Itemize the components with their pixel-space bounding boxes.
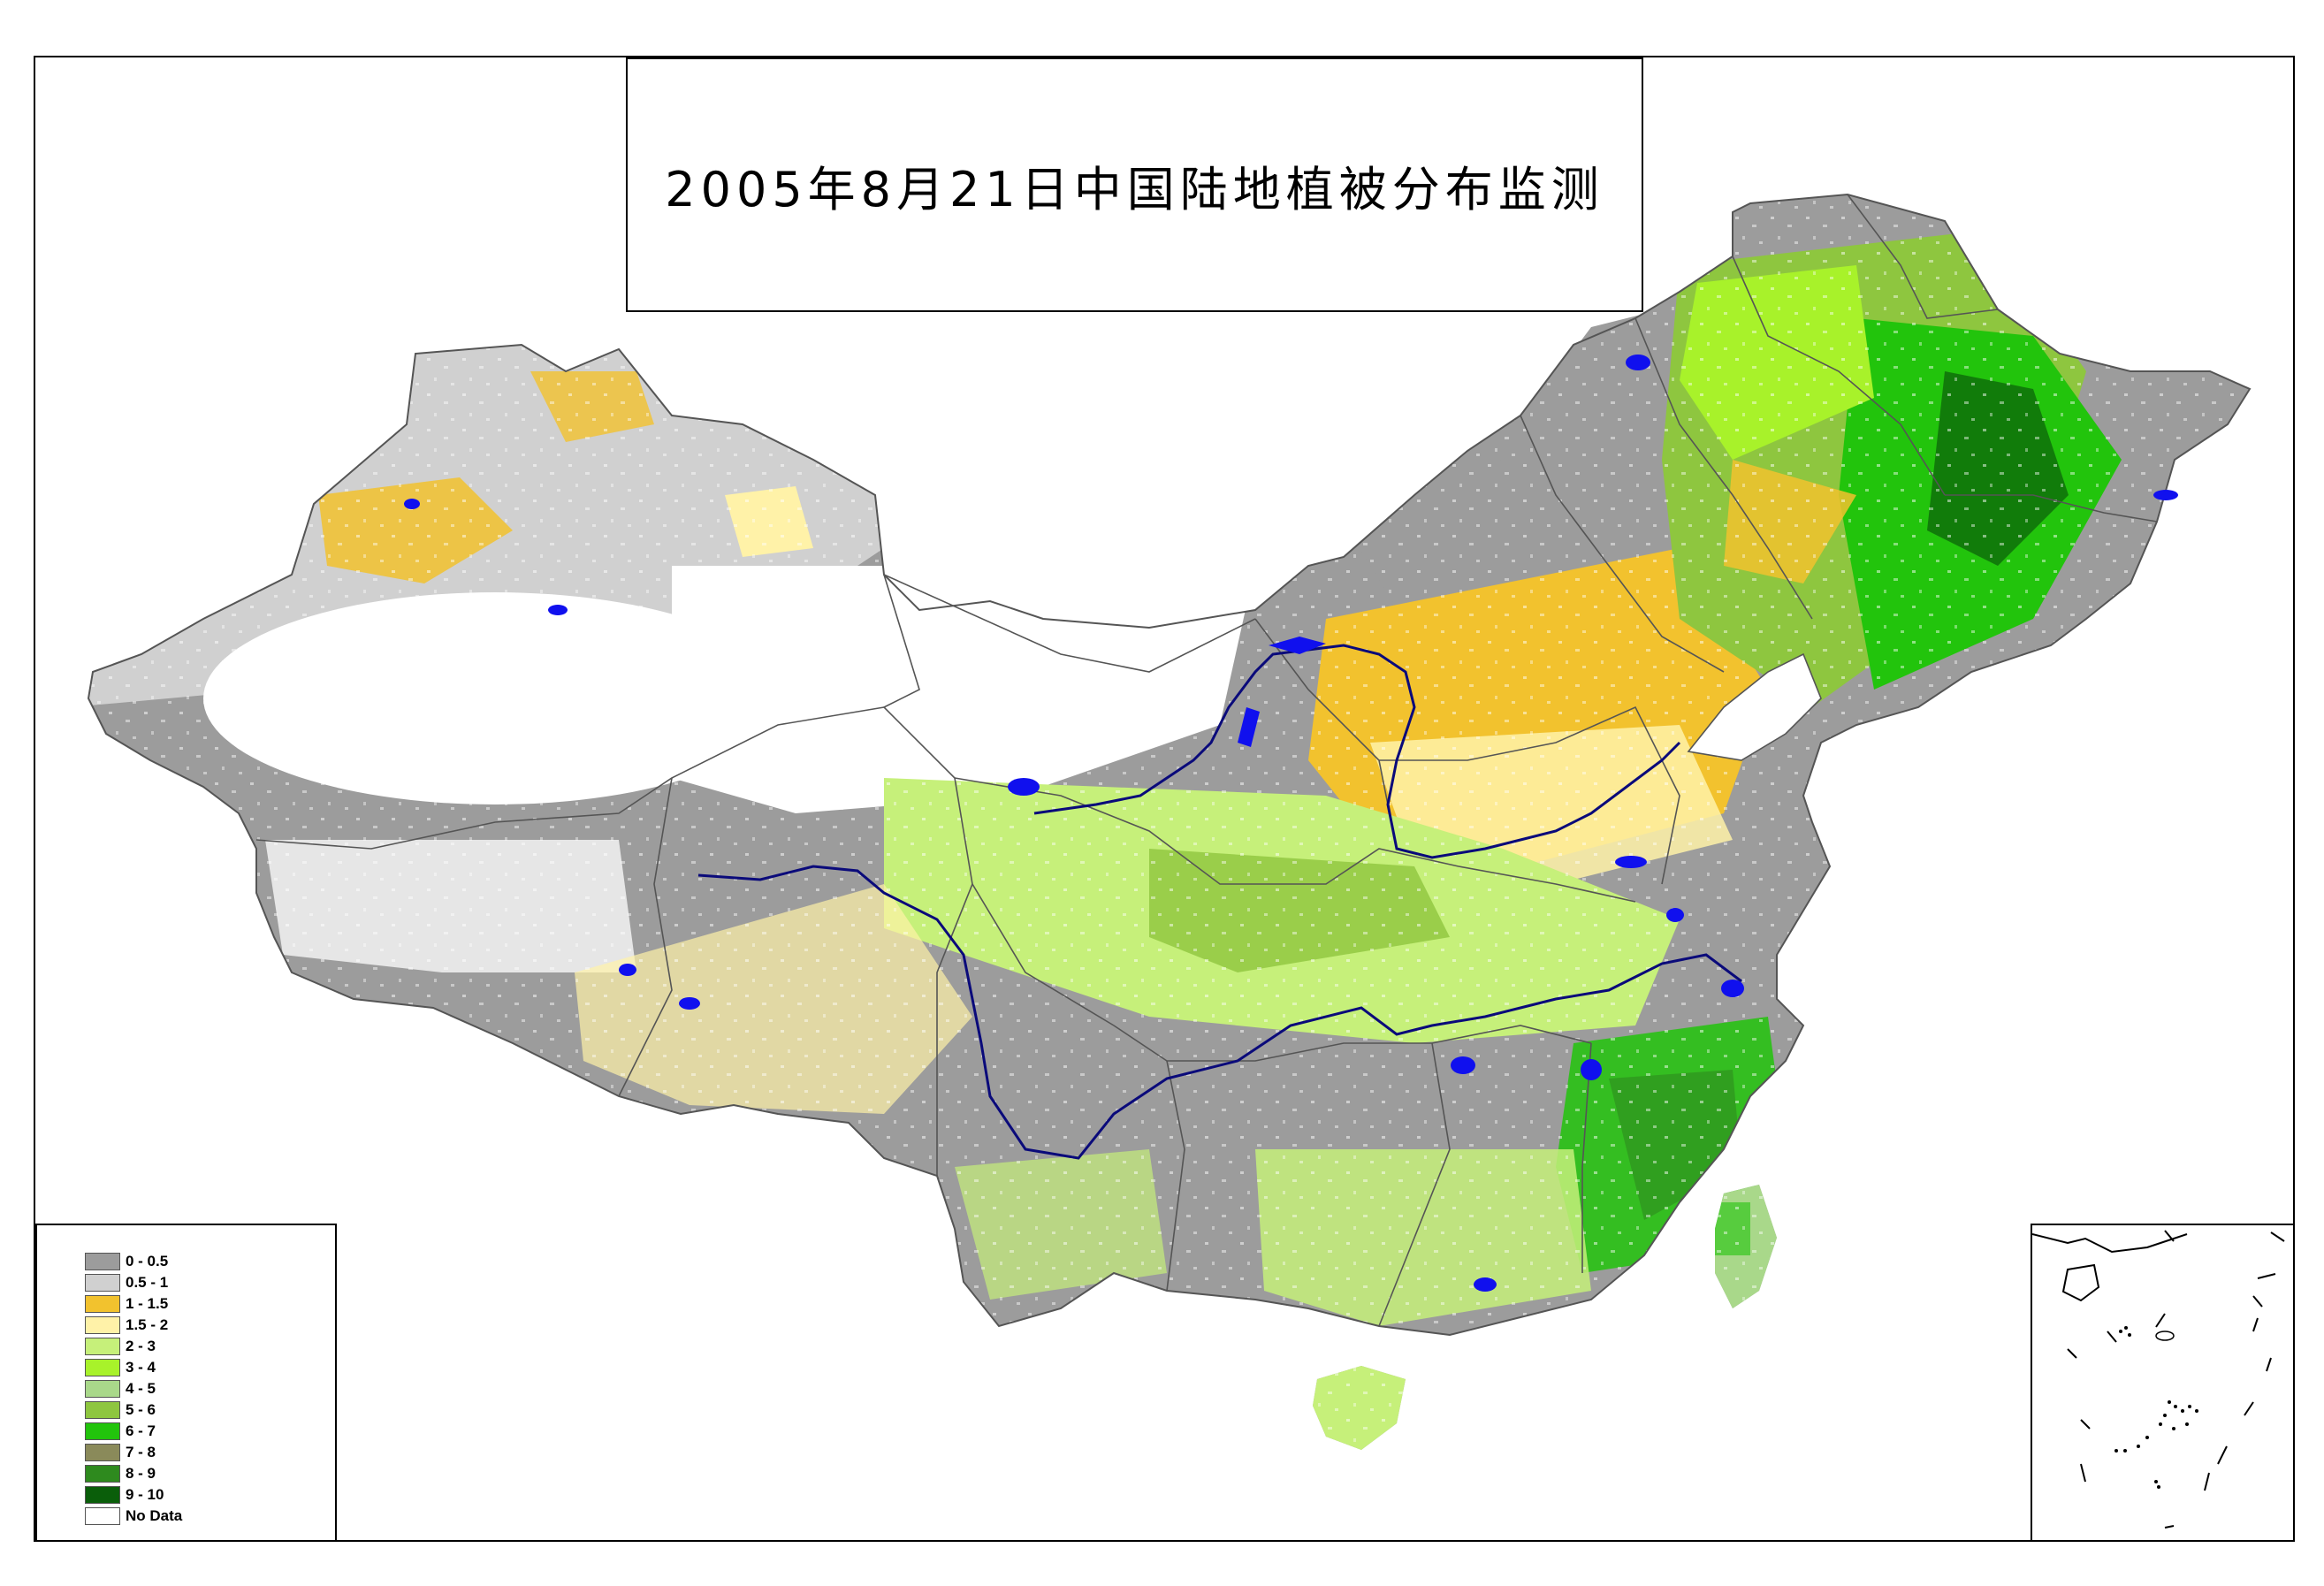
sayram-lake <box>404 499 420 509</box>
legend-swatch <box>85 1295 120 1313</box>
legend-item: 6 - 7 <box>85 1421 182 1442</box>
rivers <box>697 644 1742 1160</box>
qinghai-lake <box>1008 778 1040 796</box>
inset-coastline <box>2032 1233 2188 1254</box>
legend-label: 1.5 - 2 <box>126 1316 169 1333</box>
map-title: 2005年8月21日中国陆地植被分布监测 <box>665 161 1604 217</box>
ningxia-water <box>1238 707 1260 747</box>
legend-item: 2 - 3 <box>85 1336 182 1357</box>
legend-label: 8 - 9 <box>126 1465 156 1482</box>
inset-hainan <box>2061 1263 2100 1302</box>
pearl-river-water <box>1474 1277 1497 1292</box>
legend-swatch <box>85 1401 120 1419</box>
legend-swatch <box>85 1422 120 1440</box>
dongting-lake <box>1451 1056 1475 1074</box>
legend-item: 9 - 10 <box>85 1484 182 1506</box>
legend: 0 - 0.5 0.5 - 1 1 - 1.5 1.5 - 2 2 - 3 3 - 4 4 … <box>35 1224 337 1542</box>
legend-swatch <box>85 1316 120 1334</box>
legend-label: 3 - 4 <box>126 1359 156 1376</box>
legend-label: 1 - 1.5 <box>126 1295 169 1312</box>
legend-item: 1 - 1.5 <box>85 1293 182 1315</box>
legend-label: 0 - 0.5 <box>126 1253 169 1270</box>
hongze-lake <box>1666 908 1684 922</box>
legend-item: 5 - 6 <box>85 1399 182 1421</box>
poyang-lake <box>1581 1059 1602 1080</box>
dongping-lake <box>1615 856 1647 868</box>
inset-islands <box>2114 1326 2198 1489</box>
legend-list: 0 - 0.5 0.5 - 1 1 - 1.5 1.5 - 2 2 - 3 3 - 4 4 … <box>85 1251 182 1527</box>
legend-item: 8 - 9 <box>85 1463 182 1484</box>
legend-swatch <box>85 1486 120 1504</box>
legend-swatch <box>85 1253 120 1270</box>
legend-swatch <box>85 1380 120 1398</box>
bohai-sea <box>1687 652 1822 761</box>
lakes <box>404 355 2178 1292</box>
legend-item: 4 - 5 <box>85 1378 182 1399</box>
inset-taiwan-stub <box>2164 1230 2175 1242</box>
legend-label: 5 - 6 <box>126 1401 156 1418</box>
legend-label: 2 - 3 <box>126 1338 156 1354</box>
legend-label: 9 - 10 <box>126 1486 164 1503</box>
legend-swatch <box>85 1359 120 1376</box>
south-china-sea-inset <box>2031 1224 2295 1542</box>
taihu-lake <box>1721 980 1744 997</box>
legend-item: 3 - 4 <box>85 1357 182 1378</box>
legend-label: 4 - 5 <box>126 1380 156 1397</box>
hulun-lake <box>1626 355 1650 370</box>
legend-label: 6 - 7 <box>126 1422 156 1439</box>
inset-taiwan-tip <box>2270 1231 2285 1242</box>
province-boundaries <box>255 194 2158 1327</box>
inset-dash-line <box>2067 1273 2276 1529</box>
nam-lake <box>619 964 636 976</box>
china-outline <box>87 193 2252 1337</box>
inset-map <box>2032 1230 2285 1529</box>
xingkai-lake <box>2153 490 2178 500</box>
legend-item: 7 - 8 <box>85 1442 182 1463</box>
legend-label: 0.5 - 1 <box>126 1274 169 1291</box>
inset-dongsha <box>2155 1331 2175 1341</box>
ulansuhai-lake <box>1269 637 1326 654</box>
selin-lake <box>679 997 700 1010</box>
legend-item: No Data <box>85 1506 182 1527</box>
legend-swatch <box>85 1338 120 1355</box>
legend-label: 7 - 8 <box>126 1444 156 1460</box>
legend-item: 0 - 0.5 <box>85 1251 182 1272</box>
legend-swatch <box>85 1274 120 1292</box>
legend-item: 0.5 - 1 <box>85 1272 182 1293</box>
legend-item: 1.5 - 2 <box>85 1315 182 1336</box>
title-box: 2005年8月21日中国陆地植被分布监测 <box>626 57 1643 312</box>
bosten-lake <box>548 605 568 615</box>
legend-swatch <box>85 1465 120 1483</box>
legend-label: No Data <box>126 1507 183 1524</box>
legend-swatch <box>85 1444 120 1461</box>
legend-swatch <box>85 1507 120 1525</box>
